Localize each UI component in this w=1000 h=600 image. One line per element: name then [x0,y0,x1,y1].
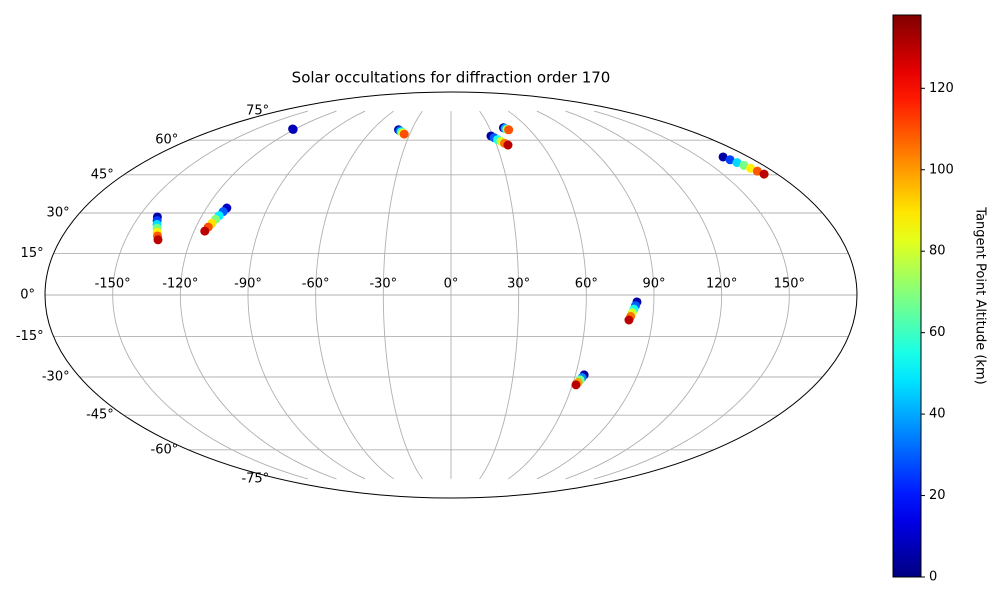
y-tick-label: 60° [155,133,178,148]
x-tick-label: -60° [302,277,330,292]
y-tick-label: -60° [151,442,179,457]
data-point [503,140,513,150]
grid-line [179,110,337,480]
x-tick-label: 150° [774,277,805,292]
x-tick-label: 90° [642,277,665,292]
x-tick-label: 120° [706,277,737,292]
y-tick-label: 45° [91,167,114,182]
x-tick-label: -90° [234,277,262,292]
colorbar-tick-label: 80 [929,244,946,259]
map-outline [44,91,858,499]
x-tick-label: -150° [95,277,131,292]
y-tick-label: 75° [246,104,269,119]
chart-title: Solar occultations for diffraction order… [292,69,611,87]
colorbar-tick-label: 100 [929,162,954,177]
x-tick-label: 60° [575,277,598,292]
data-point [504,125,514,135]
colorbar [892,14,922,578]
y-tick-label: 30° [47,205,70,220]
data-point [759,169,769,179]
colorbar-tick-label: 60 [929,325,946,340]
grid-line [594,110,790,480]
y-tick-label: -75° [241,471,269,486]
data-point [153,235,163,245]
colorbar-tick-label: 0 [929,570,937,585]
y-tick-label: -45° [86,408,114,423]
x-tick-label: -120° [162,277,198,292]
data-point [732,158,742,168]
y-tick-label: 15° [21,246,44,261]
grid-line [382,110,423,480]
data-point [200,226,210,236]
data-point [571,380,581,390]
grid-line [508,110,587,480]
x-tick-label: -30° [369,277,397,292]
colorbar-tick-label: 120 [929,81,954,96]
data-point [399,129,409,139]
x-tick-label: 0° [444,277,459,292]
grid-line [536,110,655,480]
y-tick-label: -30° [42,370,70,385]
data-point [725,155,735,165]
colorbar-label: Tangent Point Altitude (km) [973,206,988,384]
y-tick-label: -15° [16,329,44,344]
data-point [288,124,298,134]
grid-line [247,110,366,480]
data-point [752,166,762,176]
data-point [746,163,756,173]
data-point [718,152,728,162]
y-tick-label: 0° [20,288,35,303]
grid-line [565,110,723,480]
x-tick-label: 30° [507,277,530,292]
colorbar-tick-label: 40 [929,407,946,422]
grid-line [479,110,520,480]
grid-line [112,110,308,480]
colorbar-tick-label: 20 [929,488,946,503]
grid-line [315,110,394,480]
data-point [624,315,634,325]
